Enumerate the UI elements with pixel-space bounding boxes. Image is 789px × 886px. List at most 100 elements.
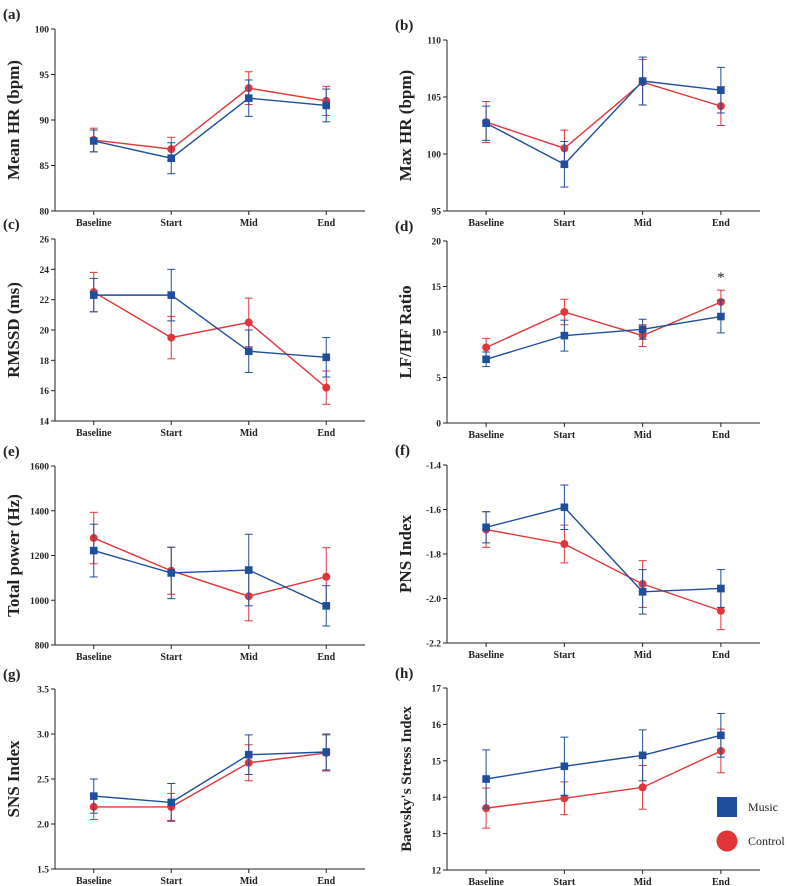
- y-tick-label: 15: [432, 283, 442, 293]
- data-point: [322, 353, 331, 362]
- legend-item-music: Music: [717, 797, 778, 817]
- y-axis-title: Max HR (bpm): [396, 70, 415, 181]
- data-point: [167, 569, 176, 577]
- x-tick-label: Start: [160, 218, 182, 229]
- panel-label: (g): [3, 667, 21, 683]
- x-tick-label: End: [712, 430, 730, 441]
- y-tick-label: 14: [432, 794, 442, 804]
- data-point: [716, 606, 725, 615]
- y-tick-label: 100: [427, 151, 442, 161]
- panel-label: (h): [395, 666, 413, 682]
- panel-label: (a): [3, 7, 21, 23]
- series-line: [486, 734, 722, 780]
- x-tick-label: Start: [160, 428, 182, 439]
- panel-label: (c): [3, 217, 20, 233]
- y-tick-label: 100: [35, 26, 50, 36]
- y-tick-label: 800: [35, 642, 50, 652]
- data-point: [638, 588, 647, 596]
- data-point: [322, 572, 331, 581]
- data-point: [244, 318, 253, 327]
- y-axis-title: LF/HF Ratio: [396, 285, 415, 378]
- data-point: [167, 333, 176, 342]
- y-tick-label: 0: [436, 420, 441, 430]
- x-tick-label: Start: [554, 650, 576, 661]
- data-point: [244, 94, 253, 102]
- series-music: [482, 484, 725, 615]
- series-line: [93, 291, 327, 389]
- series-control: [89, 271, 331, 405]
- panel-a: (a) 80 85 90 95 100 Baseline Start Mid End Mean HR…: [3, 7, 365, 229]
- y-tick-label: 24: [40, 266, 50, 276]
- y-axis-title: Baevsky's Stress Index: [399, 706, 415, 852]
- y-tick-label: 18: [40, 357, 50, 367]
- significance-marker: *: [717, 270, 725, 286]
- y-tick-label: 90: [40, 117, 50, 127]
- y-tick-label: 80: [40, 208, 50, 218]
- series-line: [93, 294, 327, 358]
- x-tick-label: End: [712, 218, 730, 229]
- y-tick-label: 22: [40, 296, 50, 306]
- y-tick-label: 16: [432, 721, 442, 731]
- series-line: [93, 87, 327, 150]
- y-tick-label: -2.2: [426, 640, 441, 650]
- series-line: [485, 301, 722, 349]
- series-line: [485, 528, 722, 612]
- y-tick-label: 3.5: [37, 686, 49, 696]
- panel-c: (c) 14 16 18 20 22 24 26 Baseline Start Mid End RMSS…: [3, 217, 365, 439]
- x-tick-label: Baseline: [76, 428, 112, 439]
- data-point: [560, 762, 569, 771]
- panel-e: (e) 800 1000 1200 1400 1600 Baseline Start Mid En…: [3, 444, 365, 663]
- y-tick-label: -1.8: [426, 551, 441, 561]
- data-point: [638, 751, 647, 760]
- series-control: [89, 511, 331, 622]
- series-music: [482, 299, 725, 368]
- legend-square-icon: [717, 797, 737, 817]
- series-music: [89, 733, 331, 822]
- y-tick-label: 1000: [30, 597, 49, 607]
- x-tick-label: Mid: [634, 218, 652, 229]
- data-point: [482, 775, 490, 783]
- x-tick-label: Baseline: [76, 652, 112, 663]
- data-point: [717, 86, 725, 94]
- x-tick-label: Mid: [240, 876, 258, 886]
- x-tick-label: End: [317, 876, 335, 886]
- panel-label: (e): [3, 444, 20, 460]
- x-tick-label: End: [712, 650, 730, 661]
- data-point: [244, 750, 253, 759]
- x-tick-label: End: [712, 877, 730, 886]
- legend-label: Control: [748, 834, 785, 848]
- x-tick-label: Baseline: [76, 876, 112, 886]
- panel-d: (d) 0 5 10 15 20 Baseline Start Mid End LF/HF Rati…: [395, 219, 760, 441]
- data-point: [560, 307, 569, 316]
- y-tick-label: 1.5: [37, 866, 49, 876]
- panel-b: (b) 95 100 105 110 Baseline Start Mid End Max HR …: [395, 18, 760, 229]
- data-point: [89, 792, 98, 800]
- data-point: [638, 783, 647, 792]
- series-music: [482, 56, 725, 188]
- x-tick-label: Baseline: [468, 430, 504, 441]
- series-music: [482, 712, 725, 809]
- series-line: [93, 537, 327, 597]
- y-tick-label: 10: [432, 329, 442, 339]
- y-tick-label: 105: [427, 94, 442, 104]
- data-point: [560, 160, 569, 169]
- data-point: [322, 748, 331, 756]
- panel-label: (d): [395, 219, 413, 235]
- series-line: [486, 750, 722, 809]
- data-point: [482, 343, 491, 352]
- y-tick-label: 2.5: [37, 776, 49, 786]
- y-tick-label: 110: [427, 37, 441, 47]
- series-line: [93, 549, 327, 607]
- series-line: [93, 751, 327, 804]
- data-point: [322, 101, 331, 110]
- x-tick-label: Mid: [634, 650, 652, 661]
- x-tick-label: Mid: [240, 428, 258, 439]
- data-point: [482, 523, 490, 532]
- series-music: [89, 523, 331, 627]
- panel-g: (g) 1.5 2.0 2.5 3.0 3.5 Baseline Start Mid End SNS…: [3, 667, 365, 886]
- y-tick-label: -2.0: [426, 595, 441, 605]
- y-tick-label: 17: [432, 685, 442, 695]
- series-control: [482, 289, 725, 358]
- x-tick-label: Mid: [634, 430, 652, 441]
